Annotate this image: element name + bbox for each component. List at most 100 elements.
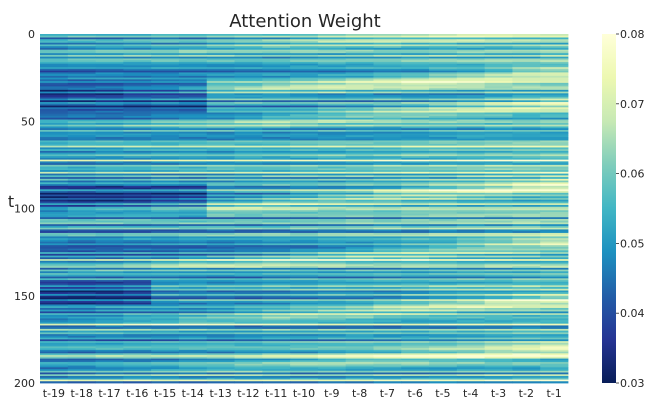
heatmap-cell bbox=[206, 61, 235, 65]
heatmap-cell bbox=[234, 262, 263, 265]
heatmap-cell bbox=[95, 299, 124, 302]
heatmap-cell bbox=[429, 123, 458, 126]
heatmap-cell bbox=[401, 355, 430, 358]
heatmap-cell bbox=[290, 114, 319, 117]
heatmap-cell bbox=[401, 63, 430, 66]
heatmap-cell bbox=[178, 77, 208, 80]
heatmap-cell bbox=[151, 129, 180, 133]
heatmap-cell bbox=[429, 327, 458, 330]
heatmap-cell bbox=[345, 54, 374, 58]
x-tick-label: t-2 bbox=[519, 387, 534, 400]
heatmap-cell bbox=[373, 89, 402, 92]
heatmap-cell bbox=[151, 241, 180, 244]
heatmap-cell bbox=[67, 287, 96, 290]
heatmap-cell bbox=[178, 379, 208, 382]
heatmap-cell bbox=[540, 152, 569, 155]
heatmap-cell bbox=[401, 290, 430, 293]
heatmap-cell bbox=[456, 159, 486, 162]
heatmap-cell bbox=[262, 96, 291, 99]
heatmap-cell bbox=[429, 337, 458, 340]
heatmap-cell bbox=[484, 318, 513, 321]
heatmap-cell bbox=[234, 79, 263, 82]
heatmap-cell bbox=[512, 327, 541, 330]
heatmap-cell bbox=[373, 154, 402, 157]
heatmap-cell bbox=[206, 218, 235, 222]
heatmap-cell bbox=[317, 102, 347, 105]
heatmap-cell bbox=[206, 161, 235, 164]
heatmap-cell bbox=[262, 229, 291, 232]
heatmap-cell bbox=[40, 124, 69, 127]
heatmap-cell bbox=[401, 56, 430, 59]
heatmap-cell bbox=[540, 164, 569, 168]
heatmap-cell bbox=[40, 47, 69, 51]
heatmap-cell bbox=[262, 353, 291, 356]
heatmap-cell bbox=[95, 304, 124, 307]
heatmap-cell bbox=[484, 339, 513, 342]
heatmap-cell bbox=[512, 133, 541, 136]
heatmap-cell bbox=[178, 248, 208, 251]
heatmap-cell bbox=[95, 351, 124, 354]
heatmap-cell bbox=[456, 34, 486, 37]
heatmap-cell bbox=[456, 203, 486, 206]
heatmap-cell bbox=[290, 278, 319, 281]
heatmap-cell bbox=[317, 147, 347, 150]
heatmap-cell bbox=[67, 213, 96, 216]
heatmap-cell bbox=[178, 346, 208, 349]
heatmap-cell bbox=[123, 54, 152, 58]
heatmap-cell bbox=[123, 126, 152, 129]
heatmap-cell bbox=[234, 381, 263, 384]
heatmap-cell bbox=[401, 234, 430, 237]
heatmap-cell bbox=[234, 199, 263, 202]
heatmap-cell bbox=[373, 96, 402, 99]
heatmap-cell bbox=[151, 203, 180, 206]
heatmap-cell bbox=[95, 35, 124, 38]
heatmap-cell bbox=[95, 51, 124, 54]
heatmap-cell bbox=[234, 259, 263, 262]
heatmap-cell bbox=[151, 215, 180, 218]
heatmap-cell bbox=[151, 248, 180, 251]
heatmap-cell bbox=[95, 89, 124, 92]
heatmap-cell bbox=[484, 81, 513, 84]
heatmap-cell bbox=[206, 288, 235, 291]
heatmap-cell bbox=[540, 288, 569, 291]
heatmap-cell bbox=[40, 100, 69, 103]
heatmap-cell bbox=[95, 145, 124, 148]
heatmap-cell bbox=[234, 248, 263, 251]
heatmap-cell bbox=[540, 201, 569, 204]
heatmap-cell bbox=[290, 353, 319, 356]
heatmap-cell bbox=[95, 34, 124, 37]
heatmap-cell bbox=[484, 346, 513, 349]
heatmap-cell bbox=[429, 175, 458, 178]
heatmap-cell bbox=[512, 175, 541, 178]
heatmap-cell bbox=[234, 231, 263, 234]
heatmap-cell bbox=[429, 374, 458, 377]
heatmap-cell bbox=[401, 245, 430, 248]
heatmap-cell bbox=[206, 363, 235, 366]
heatmap-cell bbox=[429, 46, 458, 49]
heatmap-cell bbox=[290, 367, 319, 370]
heatmap-cell bbox=[95, 86, 124, 89]
heatmap-cell bbox=[123, 56, 152, 59]
heatmap-cell bbox=[95, 232, 124, 236]
heatmap-cell bbox=[484, 309, 513, 312]
heatmap-cell bbox=[95, 274, 124, 277]
heatmap-cell bbox=[429, 323, 458, 326]
heatmap-cell bbox=[456, 294, 486, 297]
heatmap-cell bbox=[484, 302, 513, 305]
heatmap-cell bbox=[262, 314, 291, 318]
heatmap-cell bbox=[206, 166, 235, 169]
heatmap-cell bbox=[401, 177, 430, 180]
heatmap-cell bbox=[317, 154, 347, 157]
heatmap-cell bbox=[456, 232, 486, 236]
heatmap-cell bbox=[373, 309, 402, 312]
heatmap-cell bbox=[484, 166, 513, 169]
heatmap-cell bbox=[317, 67, 347, 70]
heatmap-cell bbox=[95, 63, 124, 66]
heatmap-cell bbox=[540, 307, 569, 311]
heatmap-cell bbox=[401, 168, 430, 171]
heatmap-cell bbox=[345, 222, 374, 225]
heatmap-cell bbox=[40, 252, 69, 255]
heatmap-cell bbox=[401, 89, 430, 92]
heatmap-cell bbox=[345, 321, 374, 325]
heatmap-cell bbox=[317, 311, 347, 314]
